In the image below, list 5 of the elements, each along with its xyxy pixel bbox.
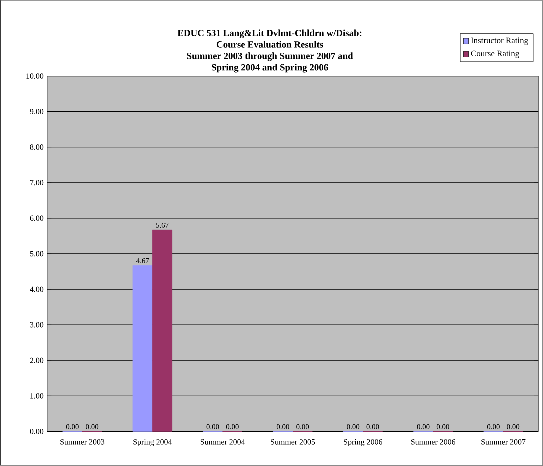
- legend-label: Instructor Rating: [471, 38, 528, 46]
- chart-title: EDUC 531 Lang&Lit Dvlmt-Chldrn w/Disab: Course Evaluation Results Summer 2003 through Summer 2007 and Spring 2004 and Spring 2006: [178, 30, 362, 73]
- bar: [132, 265, 153, 432]
- legend-label: Course Rating: [471, 50, 520, 58]
- bar: [152, 230, 173, 432]
